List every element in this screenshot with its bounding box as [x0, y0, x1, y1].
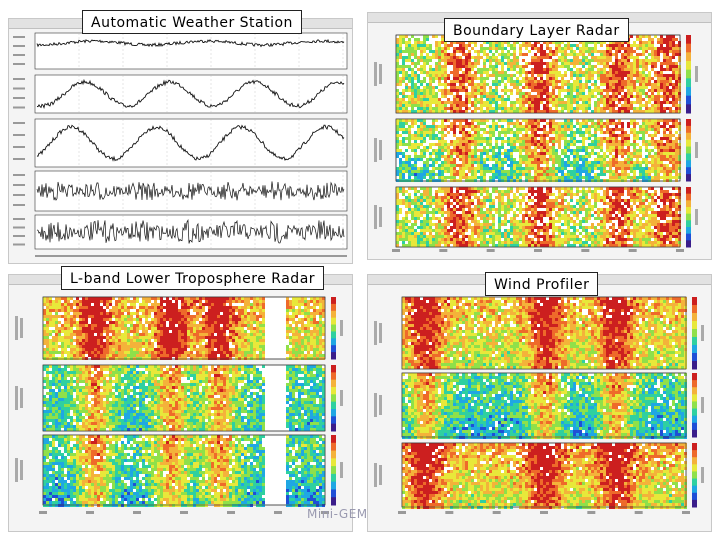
lband-panel	[8, 274, 353, 532]
aws-panel	[8, 18, 353, 264]
footer-text: Mini-GEM	[307, 507, 368, 521]
blr-panel	[367, 12, 712, 260]
aws-time-series-plot	[13, 32, 348, 257]
lband-heatmap-plot	[15, 296, 343, 514]
wind-panel	[367, 274, 712, 532]
blr-heatmap-plot	[374, 34, 698, 252]
lband-label: L-band Lower Troposphere Radar	[61, 266, 325, 290]
wind-heatmap-plot	[374, 296, 704, 514]
wind-label: Wind Profiler	[485, 272, 599, 296]
aws-label: Automatic Weather Station	[82, 10, 302, 34]
blr-label: Boundary Layer Radar	[444, 18, 629, 42]
